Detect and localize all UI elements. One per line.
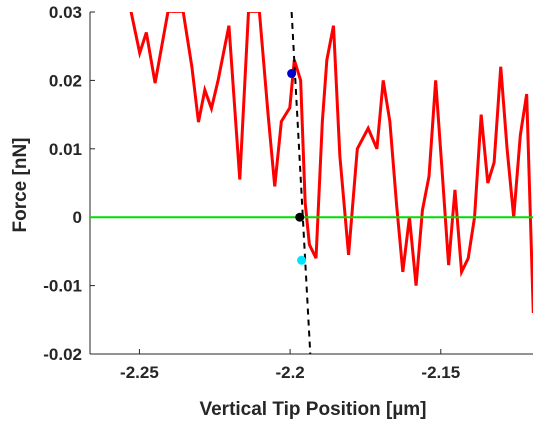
contact-point-marker [295, 212, 305, 222]
force-curve-line [129, 12, 533, 314]
series-layer [90, 12, 533, 354]
y-tick-label: 0.02 [49, 71, 82, 90]
x-tick-label: -2.15 [421, 363, 460, 382]
y-tick-label: 0.03 [49, 3, 82, 22]
y-tick-label: -0.02 [43, 345, 82, 364]
y-tick-label: 0 [73, 208, 82, 227]
y-axis-label: Force [nN] [10, 138, 31, 233]
points-layer [287, 69, 307, 265]
contact-fit-line [290, 12, 312, 354]
blue-marker-point [287, 69, 297, 79]
y-tick-label: -0.01 [43, 277, 82, 296]
cyan-marker-point [297, 255, 307, 265]
y-tick-label: 0.01 [49, 140, 82, 159]
x-tick-label: -2.2 [275, 363, 304, 382]
axes-layer: 0.03 0.02 0.01 0 -0.01 -0.02 -2.25 -2.2 -2.15 [43, 3, 533, 382]
x-tick-label: -2.25 [120, 363, 159, 382]
x-axis-label: Vertical Tip Position [µm] [199, 399, 426, 420]
